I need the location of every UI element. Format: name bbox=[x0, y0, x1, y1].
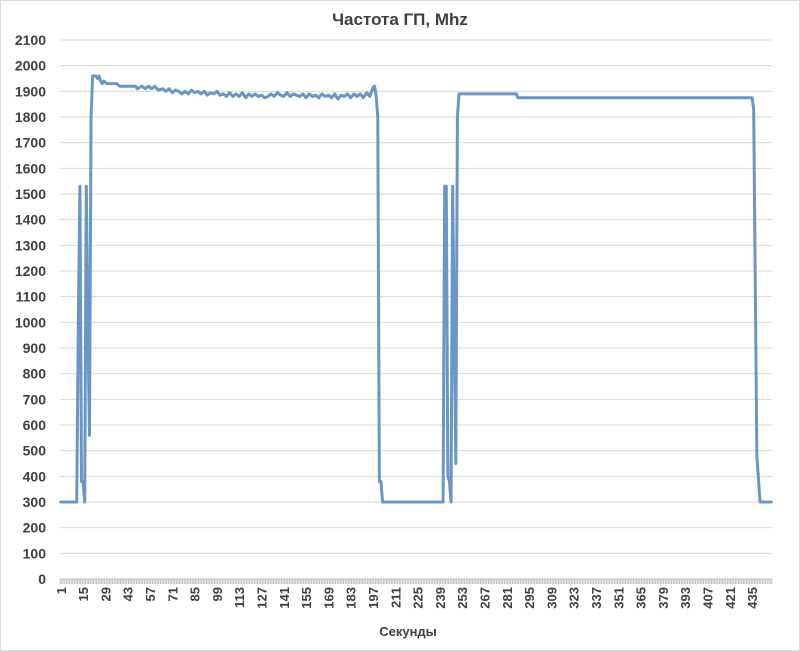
x-tick-label: 15 bbox=[76, 587, 91, 601]
x-tick-label: 113 bbox=[232, 587, 247, 608]
y-tick-label: 1200 bbox=[15, 263, 46, 279]
y-tick-label: 900 bbox=[23, 340, 47, 356]
x-tick-label: 183 bbox=[344, 587, 359, 609]
x-tick-label: 239 bbox=[433, 587, 448, 609]
x-tick-label: 337 bbox=[589, 587, 604, 609]
y-tick-label: 2100 bbox=[15, 32, 46, 48]
y-tick-label: 1600 bbox=[15, 160, 46, 176]
series-line bbox=[59, 74, 773, 504]
x-tick-label: 267 bbox=[477, 587, 492, 609]
x-tick-label: 225 bbox=[411, 587, 426, 609]
y-tick-label: 200 bbox=[23, 520, 47, 536]
chart-title: Частота ГП, Mhz bbox=[332, 10, 468, 29]
x-tick-label: 393 bbox=[678, 587, 693, 609]
x-tick-label: 281 bbox=[500, 587, 515, 609]
x-tick-label: 85 bbox=[188, 587, 203, 601]
x-tick-label: 99 bbox=[210, 587, 225, 601]
x-tick-label: 127 bbox=[254, 587, 269, 609]
x-tick-label: 379 bbox=[656, 587, 671, 609]
x-tick-label: 351 bbox=[611, 587, 626, 609]
x-tick-label: 407 bbox=[700, 587, 715, 609]
x-tick-label: 309 bbox=[544, 587, 559, 609]
y-tick-label: 1700 bbox=[15, 135, 46, 151]
x-tick-label: 155 bbox=[299, 587, 314, 609]
x-tick-label: 141 bbox=[277, 587, 292, 609]
y-tick-label: 300 bbox=[23, 494, 47, 510]
x-tick-label: 435 bbox=[745, 587, 760, 609]
x-tick-label: 1 bbox=[54, 587, 69, 594]
y-tick-label: 1400 bbox=[15, 212, 46, 228]
x-tick-label: 253 bbox=[455, 587, 470, 609]
y-tick-label: 1300 bbox=[15, 237, 46, 253]
x-axis-ticks: 1 15 29 43 57 71 85 99 113 127 141 155 169 183 197 211 2… bbox=[54, 579, 773, 609]
y-tick-label: 600 bbox=[23, 417, 47, 433]
y-tick-label: 700 bbox=[23, 391, 47, 407]
x-tick-label: 57 bbox=[143, 587, 158, 601]
x-tick-label: 211 bbox=[388, 587, 403, 608]
x-tick-label: 323 bbox=[567, 587, 582, 609]
y-tick-label: 0 bbox=[38, 571, 46, 587]
y-tick-label: 1500 bbox=[15, 186, 46, 202]
x-tick-label: 295 bbox=[522, 587, 537, 609]
x-tick-label: 29 bbox=[98, 587, 113, 601]
y-tick-label: 800 bbox=[23, 366, 47, 382]
x-tick-label: 169 bbox=[321, 587, 336, 609]
y-tick-label: 1900 bbox=[15, 83, 46, 99]
y-tick-label: 2000 bbox=[15, 58, 46, 74]
x-tick-label: 71 bbox=[165, 587, 180, 601]
y-tick-label: 1000 bbox=[15, 314, 46, 330]
y-tick-label: 100 bbox=[23, 545, 47, 561]
y-axis-ticks: 0 100 200 300 400 500 600 700 800 900 1000 1100 1200… bbox=[15, 32, 46, 587]
x-tick-label: 421 bbox=[723, 587, 738, 609]
y-tick-label: 1100 bbox=[16, 289, 47, 305]
x-axis-label: Секунды bbox=[379, 624, 437, 639]
gridlines bbox=[60, 39, 772, 554]
y-tick-label: 400 bbox=[23, 468, 47, 484]
y-tick-label: 500 bbox=[23, 443, 47, 459]
x-tick-label: 43 bbox=[121, 587, 136, 601]
x-tick-label: 197 bbox=[366, 587, 381, 609]
x-tick-label: 365 bbox=[634, 587, 649, 609]
y-tick-label: 1800 bbox=[15, 109, 46, 125]
